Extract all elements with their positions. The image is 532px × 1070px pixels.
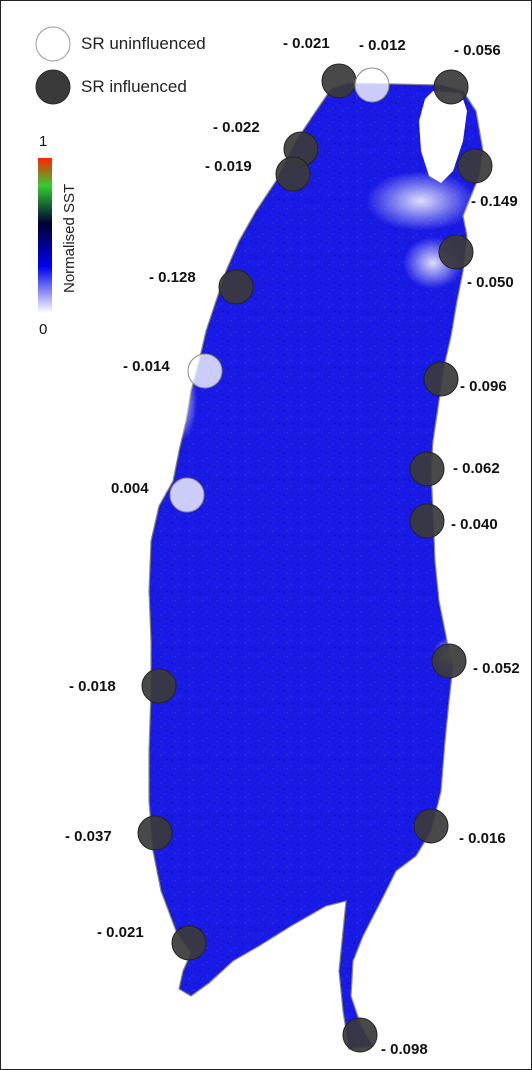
site-value-label: - 0.096	[460, 378, 507, 395]
site-value-label: - 0.021	[283, 35, 330, 52]
legend-uninfluenced-label: SR uninfluenced	[81, 34, 206, 53]
site-marker-influenced	[438, 234, 474, 270]
colorbar-min-label: 0	[39, 321, 48, 338]
legend-uninfluenced-symbol	[35, 26, 71, 62]
site-marker-influenced	[141, 668, 177, 704]
site-marker-uninfluenced	[354, 67, 390, 103]
site-marker-influenced	[423, 361, 459, 397]
site-value-label: - 0.050	[467, 274, 514, 291]
site-marker-influenced	[342, 1017, 378, 1053]
lake-texture	[149, 83, 483, 1049]
site-value-label: - 0.052	[473, 660, 520, 677]
site-marker-influenced	[413, 808, 449, 844]
site-marker-influenced	[171, 925, 207, 961]
site-value-label: - 0.019	[205, 158, 252, 175]
site-marker-influenced	[431, 643, 467, 679]
site-value-label: 0.004	[111, 480, 149, 497]
site-value-label: - 0.040	[451, 516, 498, 533]
lake-pale-patch-ne	[366, 171, 476, 231]
site-marker-influenced	[321, 63, 357, 99]
site-marker-influenced	[409, 451, 445, 487]
colorbar-title: Normalised SST	[61, 183, 78, 293]
site-value-label: - 0.062	[453, 460, 500, 477]
site-marker-influenced	[409, 503, 445, 539]
legend-influenced-symbol	[35, 69, 71, 105]
site-marker-influenced	[275, 156, 311, 192]
site-value-label: - 0.056	[454, 42, 501, 59]
site-value-label: - 0.149	[471, 193, 518, 210]
site-marker-influenced	[137, 815, 173, 851]
lake-pale-patch-w	[165, 361, 197, 441]
site-marker-uninfluenced	[169, 477, 205, 513]
legend-influenced-label: SR influenced	[81, 77, 187, 96]
lake-pale-inlet	[419, 91, 467, 183]
colorbar-max-label: 1	[39, 133, 48, 150]
site-value-label: - 0.012	[359, 37, 406, 54]
site-value-label: - 0.037	[65, 828, 112, 845]
site-markers: - 0.021 - 0.012 - 0.056 - 0.022 - 0.019 - 0.1…	[65, 35, 520, 1058]
site-value-label: - 0.016	[459, 830, 506, 847]
site-value-label: - 0.022	[213, 119, 260, 136]
site-value-label: - 0.098	[381, 1041, 428, 1058]
site-value-label: - 0.128	[149, 269, 196, 286]
colorbar	[38, 158, 52, 313]
site-value-label: - 0.018	[69, 678, 116, 695]
site-marker-influenced	[433, 69, 469, 105]
site-value-label: - 0.021	[97, 924, 144, 941]
site-marker-influenced	[457, 148, 493, 184]
site-marker-uninfluenced	[187, 353, 223, 389]
site-value-label: - 0.014	[123, 358, 170, 375]
site-marker-influenced	[218, 269, 254, 305]
